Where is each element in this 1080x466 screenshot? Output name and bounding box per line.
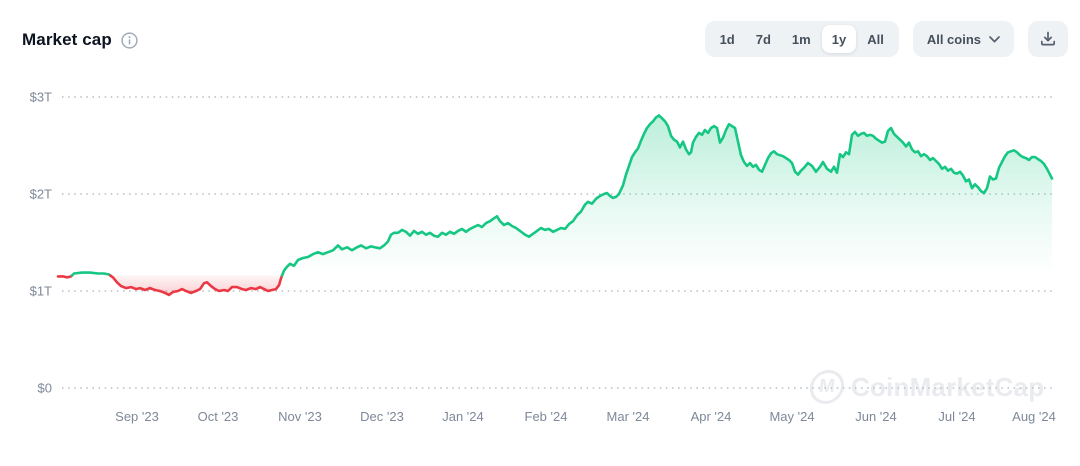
download-icon (1040, 31, 1056, 46)
chart-header: Market cap 1d 7d 1m 1y All All coins (0, 0, 1080, 64)
area-fill-up (282, 115, 1053, 276)
watermark-text: CoinMarketCap (851, 371, 1045, 402)
x-tick-label: Mar '24 (607, 409, 650, 424)
x-tick-label: Jun '24 (855, 409, 897, 424)
x-tick-label: Jul '24 (938, 409, 975, 424)
watermark: M CoinMarketCap (808, 370, 1045, 404)
chart-controls: 1d 7d 1m 1y All All coins (704, 21, 1068, 57)
y-tick-label: $1T (30, 284, 52, 299)
y-tick-label: $2T (30, 187, 52, 202)
page-title: Market cap (22, 30, 112, 49)
range-selector: 1d 7d 1m 1y All (704, 21, 899, 57)
area-fill-down (110, 275, 283, 295)
chevron-down-icon (989, 35, 1000, 42)
x-tick-label: Nov '23 (278, 409, 322, 424)
series-line-down (56, 274, 74, 279)
info-icon[interactable] (121, 31, 138, 49)
x-tick-label: Dec '23 (360, 409, 404, 424)
range-button-1y[interactable]: 1y (821, 25, 857, 53)
series-line-down (109, 274, 284, 297)
all-coins-label: All coins (926, 31, 981, 47)
y-tick-label: $0 (38, 381, 52, 396)
range-button-all[interactable]: All (857, 25, 894, 53)
range-button-1m[interactable]: 1m (782, 25, 821, 53)
x-tick-label: Apr '24 (691, 409, 732, 424)
x-tick-label: Sep '23 (115, 409, 159, 424)
download-button[interactable] (1028, 21, 1068, 57)
range-button-7d[interactable]: 7d (746, 25, 781, 53)
x-tick-label: Feb '24 (525, 409, 568, 424)
range-button-1d[interactable]: 1d (710, 25, 745, 53)
all-coins-dropdown[interactable]: All coins (912, 21, 1014, 57)
x-tick-label: Oct '23 (198, 409, 239, 424)
y-tick-label: $3T (30, 90, 52, 105)
series-line-up (280, 114, 1054, 277)
series-line-up (70, 271, 112, 277)
x-tick-label: Aug '24 (1012, 409, 1056, 424)
x-tick-label: Jan '24 (442, 409, 484, 424)
x-tick-label: May '24 (769, 409, 814, 424)
title-wrap: Market cap (22, 30, 138, 50)
